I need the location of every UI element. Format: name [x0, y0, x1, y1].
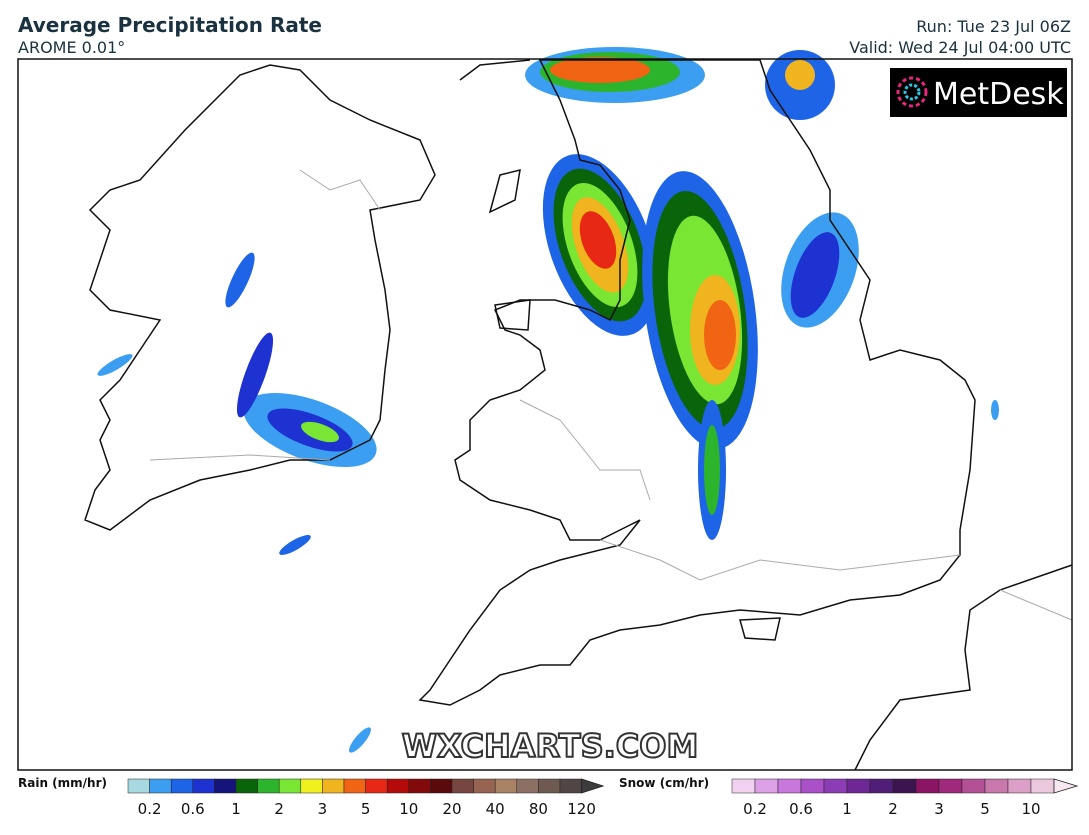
rain-swatch: [365, 778, 388, 794]
rain-swatch: [386, 778, 410, 794]
rain-swatch: [516, 778, 539, 794]
legends: 0.2 0.6 1 2 3 5 10 20 40 80 120 0.2 0.6 1 2 3 5 10: [127, 778, 1079, 818]
snow-swatch: [777, 778, 802, 794]
snow-swatch: [846, 778, 871, 794]
borders: [149, 169, 1073, 621]
rain-swatch: [257, 778, 280, 794]
rain-tick-label: 20: [442, 800, 461, 818]
rain-swatch: [343, 778, 366, 794]
snow-tick-label: 10: [1021, 800, 1040, 818]
snow-swatch: [938, 778, 963, 794]
rain-arrow: [581, 778, 605, 794]
rain-tick-label: 0.6: [181, 800, 205, 818]
rain-swatch: [538, 778, 561, 794]
snow-swatch: [800, 778, 825, 794]
snow-swatch: [915, 778, 940, 794]
snow-swatch: [892, 778, 917, 794]
rain-tick-label: 5: [361, 800, 371, 818]
snow-swatch: [961, 778, 986, 794]
map-frame: [17, 58, 1073, 771]
coastlines: [84, 59, 1073, 771]
snow-swatch: [1007, 778, 1032, 794]
snow-swatch: [754, 778, 779, 794]
snow-tick-label: 1: [842, 800, 852, 818]
snow-swatch: [823, 778, 848, 794]
snow-tick-label: 2: [888, 800, 898, 818]
rain-swatch: [149, 778, 172, 794]
logo-icon: [896, 76, 928, 108]
snow-swatch: [731, 778, 756, 794]
snow-swatch: [869, 778, 894, 794]
snow-tick-label: 3: [934, 800, 944, 818]
snow-tick-label: 5: [980, 800, 990, 818]
rain-tick-label: 3: [318, 800, 328, 818]
rain-swatch: [322, 778, 345, 794]
rain-swatch: [278, 778, 302, 794]
map: MetDesk WXCHARTS.COM: [17, 47, 1073, 771]
map-frame-bg: [18, 59, 1072, 770]
rain-tick-label: 40: [486, 800, 505, 818]
logo: MetDesk: [933, 77, 1064, 112]
snow-tick-label: 0.6: [789, 800, 813, 818]
rain-tick-label: 80: [529, 800, 548, 818]
snow-swatch: [984, 778, 1009, 794]
rain-tick-label: 120: [567, 800, 596, 818]
rain-swatch: [473, 778, 496, 794]
precipitation: [97, 47, 999, 753]
rain-tick-label: 2: [274, 800, 284, 818]
model: AROME 0.01°: [18, 38, 125, 57]
valid-time: Valid: Wed 24 Jul 04:00 UTC: [849, 38, 1071, 57]
snow-arrow: [1053, 778, 1079, 794]
rain-swatch: [170, 778, 194, 794]
rain-swatch: [559, 778, 582, 794]
rain-tick-label: 10: [399, 800, 418, 818]
rain-swatch: [235, 778, 258, 794]
rain-tick-label: 0.2: [138, 800, 162, 818]
rain-swatch: [494, 778, 518, 794]
watermark: WXCHARTS.COM: [402, 727, 699, 765]
snow-tick-label: 0.2: [743, 800, 767, 818]
rain-swatch: [300, 778, 323, 794]
rain-legend-label: Rain (mm/hr): [18, 776, 107, 790]
run-time: Run: Tue 23 Jul 06Z: [916, 17, 1071, 36]
rain-tick-label: 1: [231, 800, 241, 818]
rain-swatch: [408, 778, 431, 794]
title: Average Precipitation Rate: [18, 13, 322, 37]
rain-swatch: [127, 778, 150, 794]
rain-swatch: [451, 778, 474, 794]
snow-swatch: [1030, 778, 1055, 794]
snow-legend-label: Snow (cm/hr): [619, 776, 709, 790]
rain-swatch: [214, 778, 237, 794]
rain-swatch: [192, 778, 215, 794]
rain-swatch: [430, 778, 453, 794]
